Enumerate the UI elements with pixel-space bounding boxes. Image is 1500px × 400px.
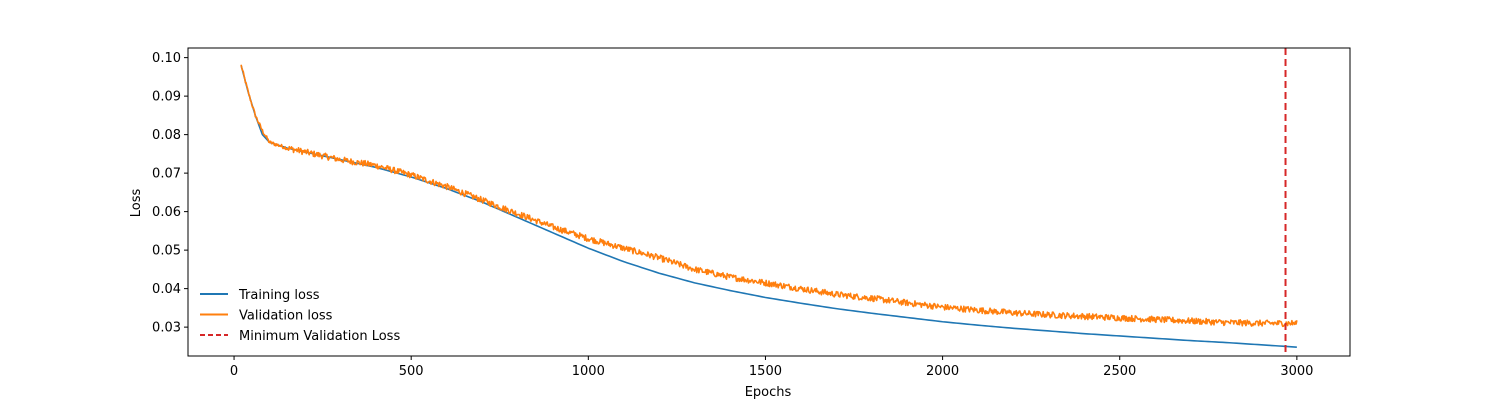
plot-frame: [187, 47, 1351, 357]
y-tick-label: 0.07: [152, 167, 181, 182]
y-tick-label: 0.04: [152, 282, 181, 297]
legend-label-training: Training loss: [238, 288, 320, 303]
y-tick-label: 0.03: [152, 321, 181, 336]
plot-area: [240, 48, 1298, 356]
y-axis: 0.03 0.04 0.05 0.06 0.07 0.08 0.09 0.10: [152, 51, 188, 336]
x-tick-label: 2500: [1103, 364, 1136, 379]
y-tick-label: 0.06: [152, 205, 181, 220]
training-loss-line: [240, 65, 1297, 348]
x-tick-label: 500: [399, 364, 424, 379]
x-tick-label: 2000: [926, 364, 959, 379]
x-axis: 0 500 1000 1500 2000 2500 3000: [230, 356, 1313, 379]
legend-label-min-val: Minimum Validation Loss: [239, 329, 400, 344]
y-axis-label: Loss: [129, 189, 144, 218]
x-tick-label: 3000: [1280, 364, 1313, 379]
y-tick-label: 0.08: [152, 128, 181, 143]
x-tick-label: 1000: [572, 364, 605, 379]
x-tick-label: 0: [230, 364, 238, 379]
y-tick-label: 0.05: [152, 244, 181, 259]
y-tick-label: 0.10: [152, 51, 181, 66]
legend: Training loss Validation loss Minimum Va…: [200, 288, 400, 344]
x-axis-label: Epochs: [745, 385, 792, 400]
validation-loss-line: [240, 64, 1298, 328]
legend-label-validation: Validation loss: [239, 309, 333, 324]
y-tick-label: 0.09: [152, 90, 181, 105]
x-tick-label: 1500: [749, 364, 782, 379]
